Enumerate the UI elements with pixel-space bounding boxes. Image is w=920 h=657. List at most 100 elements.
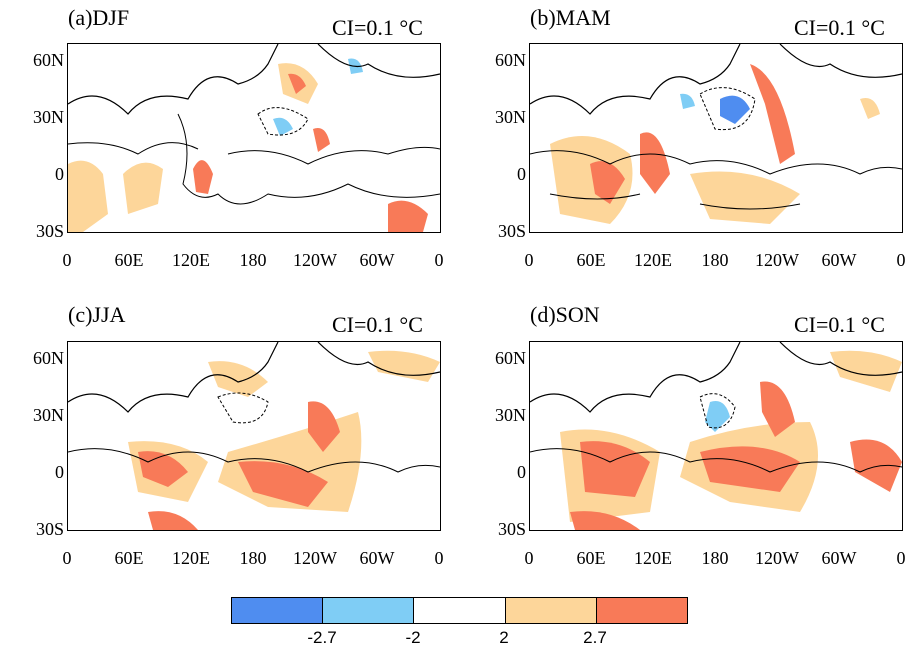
warm-anomaly [313,128,330,152]
lon-label-60w: 60W [359,548,395,568]
warm-anomaly [760,381,795,437]
warm-anomaly [570,511,640,530]
warm-anomaly [580,441,650,497]
lon-label-120e: 120E [634,250,672,270]
panel-title: (a)DJF [68,5,130,30]
warm-anomaly [640,132,670,194]
lat-label-0: 0 [517,164,526,184]
panel-contour-interval: CI=0.1 °C [332,312,423,337]
lon-label-0: 0 [62,250,72,270]
warm-anomaly [830,350,902,392]
lon-label-120e: 120E [172,548,210,568]
negative-contour [699,87,756,131]
lon-label-0: 0 [524,250,534,270]
warm-anomaly [238,461,328,507]
warm-anomaly [68,160,108,232]
lon-label-0: 0 [524,548,534,568]
lat-label-60n: 60N [33,348,64,368]
warm-anomaly [700,446,800,492]
map-field-mam [530,44,902,224]
lon-label-60e: 60E [114,250,144,270]
cool-anomaly [720,95,750,124]
lon-label-120w: 120W [293,548,337,568]
lon-label-60w: 60W [359,250,395,270]
warm-anomaly [850,439,902,492]
colorbar-box-cool [323,598,415,623]
lon-label-120w: 120W [755,548,799,568]
warm-anomaly [138,451,188,487]
lon-label-180: 180 [239,250,267,270]
lon-label-60e: 60E [576,548,606,568]
lon-label-60e: 60E [576,250,606,270]
warm-anomaly [123,162,163,214]
coastline [530,44,902,115]
colorbar [231,597,688,624]
lon-label-60w: 60W [821,548,857,568]
warm-anomaly [590,161,625,204]
colorbar-box-neutral [414,598,506,623]
panel-contour-interval: CI=0.1 °C [332,15,423,40]
map-frame [529,341,903,531]
lat-label-0: 0 [55,164,64,184]
warm-anomaly [148,511,198,530]
lon-label-0-east: 0 [434,548,444,568]
map-frame [529,43,903,233]
lat-label-30n: 30N [495,405,526,425]
warm-anomaly [690,171,800,224]
negative-contour [699,393,736,429]
lon-label-0-east: 0 [896,250,906,270]
coastline [530,342,902,413]
cool-anomaly [680,93,695,109]
panel-contour-interval: CI=0.1 °C [794,15,885,40]
map-field-djf [68,44,440,232]
colorbar-box-warm [505,598,597,623]
lat-label-30s: 30S [35,519,64,539]
contour-line [177,113,440,205]
warm-anomaly [750,64,795,164]
lon-label-120w: 120W [755,250,799,270]
panel-contour-interval: CI=0.1 °C [794,312,885,337]
map-field-jja [68,342,440,530]
coastline [68,44,440,115]
lon-label-0: 0 [62,548,72,568]
lon-label-120e: 120E [172,250,210,270]
warm-anomaly [308,401,340,452]
cool-anomaly [273,117,293,136]
lon-label-0-east: 0 [434,250,444,270]
panel-title: (c)JJA [68,302,126,327]
colorbar-label: 2 [499,628,509,647]
lon-label-180: 180 [239,548,267,568]
map-field-son [530,342,902,530]
lon-label-180: 180 [701,548,729,568]
contour-line [530,150,902,175]
colorbar-box-strong-cool [232,598,324,623]
coastline [68,342,440,413]
lon-label-120e: 120E [634,548,672,568]
lat-label-30n: 30N [495,107,526,127]
negative-contour [217,392,269,424]
panel-title: (d)SON [530,302,600,327]
warm-anomaly [208,361,268,397]
colorbar-label: -2 [405,628,421,647]
lon-label-120w: 120W [293,250,337,270]
colorbar-box-strong-warm [596,598,688,623]
lat-label-60n: 60N [33,50,64,70]
lat-label-30n: 30N [33,405,64,425]
lat-label-0: 0 [55,462,64,482]
map-frame [67,341,441,531]
cool-anomaly [705,401,730,432]
warm-anomaly [550,136,633,224]
lat-label-30s: 30S [35,221,64,241]
warm-anomaly [193,160,213,194]
lat-label-60n: 60N [495,50,526,70]
lat-label-30s: 30S [497,519,526,539]
lat-label-30n: 30N [33,107,64,127]
contour-line [68,142,440,165]
contour-line [68,448,440,473]
warm-anomaly [388,200,428,232]
lat-label-60n: 60N [495,348,526,368]
lat-label-30s: 30S [497,221,526,241]
contour-line [530,448,902,473]
panel-title: (b)MAM [530,5,611,30]
warm-anomaly [860,98,880,119]
